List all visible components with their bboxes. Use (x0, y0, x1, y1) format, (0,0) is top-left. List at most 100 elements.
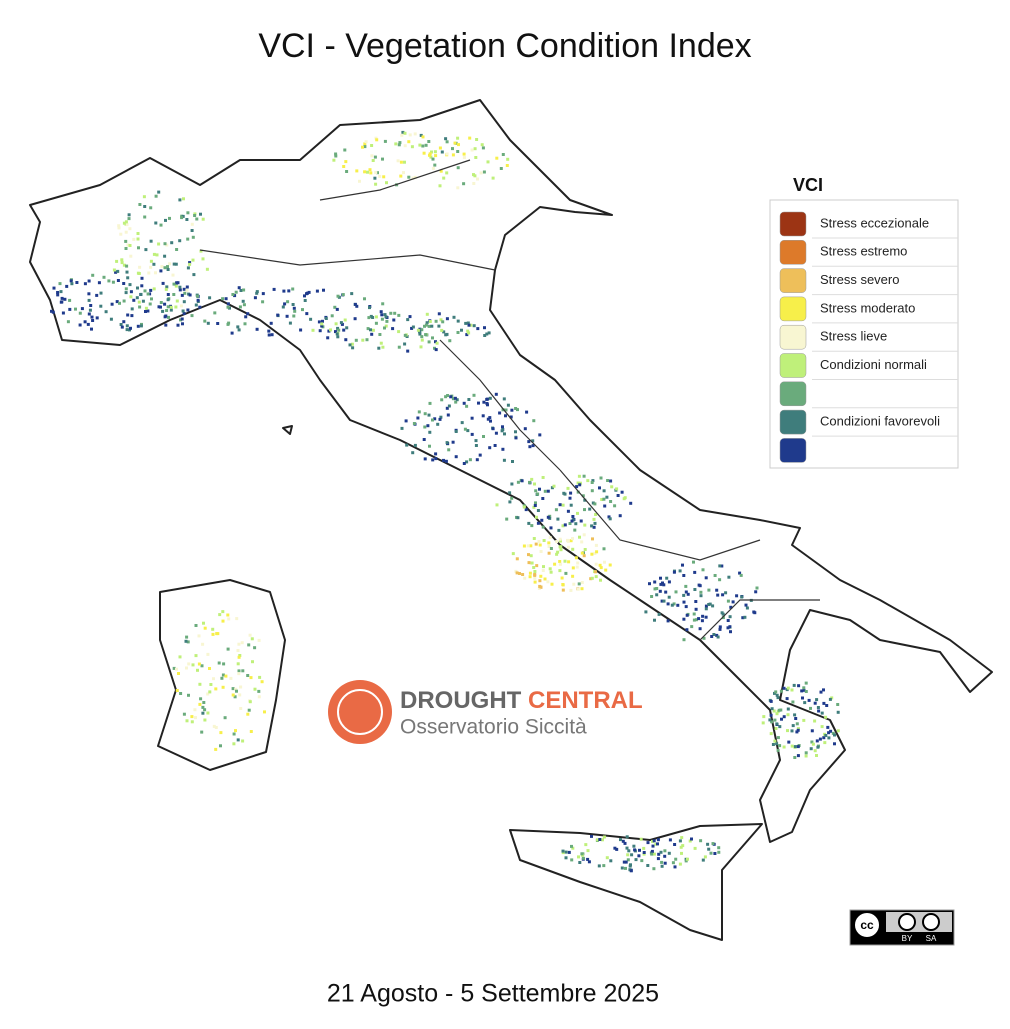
veg-pixel (561, 849, 565, 853)
veg-pixel (413, 175, 417, 179)
veg-pixel (428, 401, 432, 405)
veg-pixel (193, 708, 197, 712)
veg-pixel (575, 485, 579, 489)
veg-pixel (342, 328, 346, 332)
veg-pixel (196, 298, 200, 302)
veg-pixel (63, 297, 67, 301)
veg-pixel (440, 328, 444, 332)
veg-pixel (657, 852, 661, 856)
veg-pixel (546, 515, 550, 519)
veg-pixel (773, 739, 777, 743)
veg-pixel (444, 333, 448, 337)
veg-pixel (536, 521, 540, 525)
veg-pixel (253, 687, 257, 691)
veg-pixel (293, 309, 297, 313)
veg-pixel (811, 742, 815, 746)
veg-pixel (558, 560, 562, 563)
veg-pixel (503, 432, 506, 436)
veg-pixel (172, 293, 176, 296)
veg-pixel (820, 725, 824, 729)
veg-pixel (541, 525, 545, 529)
veg-pixel (166, 268, 170, 271)
veg-pixel (350, 342, 354, 346)
veg-pixel (217, 661, 221, 665)
veg-pixel (78, 323, 82, 327)
veg-pixel (237, 642, 241, 646)
veg-pixel (735, 594, 739, 598)
veg-pixel (485, 402, 489, 405)
veg-pixel (324, 317, 328, 320)
veg-pixel (467, 331, 471, 335)
veg-pixel (125, 270, 129, 274)
veg-pixel (150, 297, 153, 301)
veg-pixel (608, 517, 612, 521)
veg-pixel (618, 514, 622, 518)
veg-pixel (129, 290, 133, 294)
veg-pixel (653, 580, 657, 584)
veg-pixel (583, 498, 587, 502)
veg-pixel (779, 708, 783, 712)
veg-pixel (774, 727, 778, 730)
veg-pixel (721, 593, 725, 597)
veg-pixel (301, 308, 304, 312)
veg-pixel (694, 618, 698, 622)
veg-pixel (227, 617, 231, 621)
veg-pixel (667, 595, 671, 599)
veg-pixel (820, 711, 824, 715)
veg-pixel (451, 147, 454, 151)
veg-pixel (224, 674, 228, 678)
veg-pixel (542, 565, 545, 569)
veg-pixel (418, 143, 422, 147)
veg-pixel (430, 150, 433, 154)
veg-pixel (370, 154, 374, 158)
veg-pixel (572, 582, 576, 586)
veg-pixel (445, 171, 449, 175)
veg-pixel (154, 194, 158, 198)
veg-pixel (132, 237, 136, 241)
veg-pixel (453, 141, 457, 145)
veg-pixel (431, 418, 434, 422)
veg-pixel (682, 593, 686, 597)
veg-pixel (361, 338, 365, 342)
veg-pixel (630, 853, 634, 857)
veg-pixel (482, 170, 486, 174)
veg-pixel (640, 859, 644, 863)
veg-pixel (405, 335, 409, 338)
veg-pixel (229, 676, 233, 680)
veg-pixel (776, 748, 780, 752)
veg-pixel (199, 249, 203, 253)
veg-pixel (371, 328, 375, 332)
veg-pixel (593, 551, 597, 555)
veg-pixel (159, 269, 163, 273)
veg-pixel (646, 841, 650, 845)
veg-pixel (159, 223, 163, 227)
veg-pixel (247, 708, 251, 712)
veg-pixel (181, 214, 185, 218)
veg-pixel (282, 289, 286, 293)
veg-pixel (138, 203, 142, 206)
veg-pixel (593, 502, 597, 506)
veg-pixel (456, 186, 460, 190)
veg-pixel (170, 241, 174, 245)
veg-pixel (216, 322, 220, 325)
veg-pixel (594, 513, 598, 516)
veg-pixel (770, 720, 774, 724)
veg-pixel (465, 333, 469, 337)
veg-pixel (405, 443, 409, 447)
veg-pixel (510, 496, 514, 500)
veg-pixel (413, 443, 417, 447)
veg-pixel (164, 287, 168, 291)
veg-pixel (239, 685, 243, 689)
veg-pixel (816, 706, 820, 709)
veg-pixel (802, 686, 806, 690)
veg-pixel (241, 669, 245, 673)
veg-pixel (800, 689, 804, 693)
veg-pixel (488, 396, 492, 400)
veg-pixel (363, 297, 366, 301)
veg-pixel (599, 476, 603, 480)
veg-pixel (483, 326, 486, 330)
veg-pixel (787, 740, 791, 744)
veg-pixel (255, 327, 259, 331)
veg-pixel (394, 142, 398, 146)
veg-pixel (354, 338, 358, 342)
